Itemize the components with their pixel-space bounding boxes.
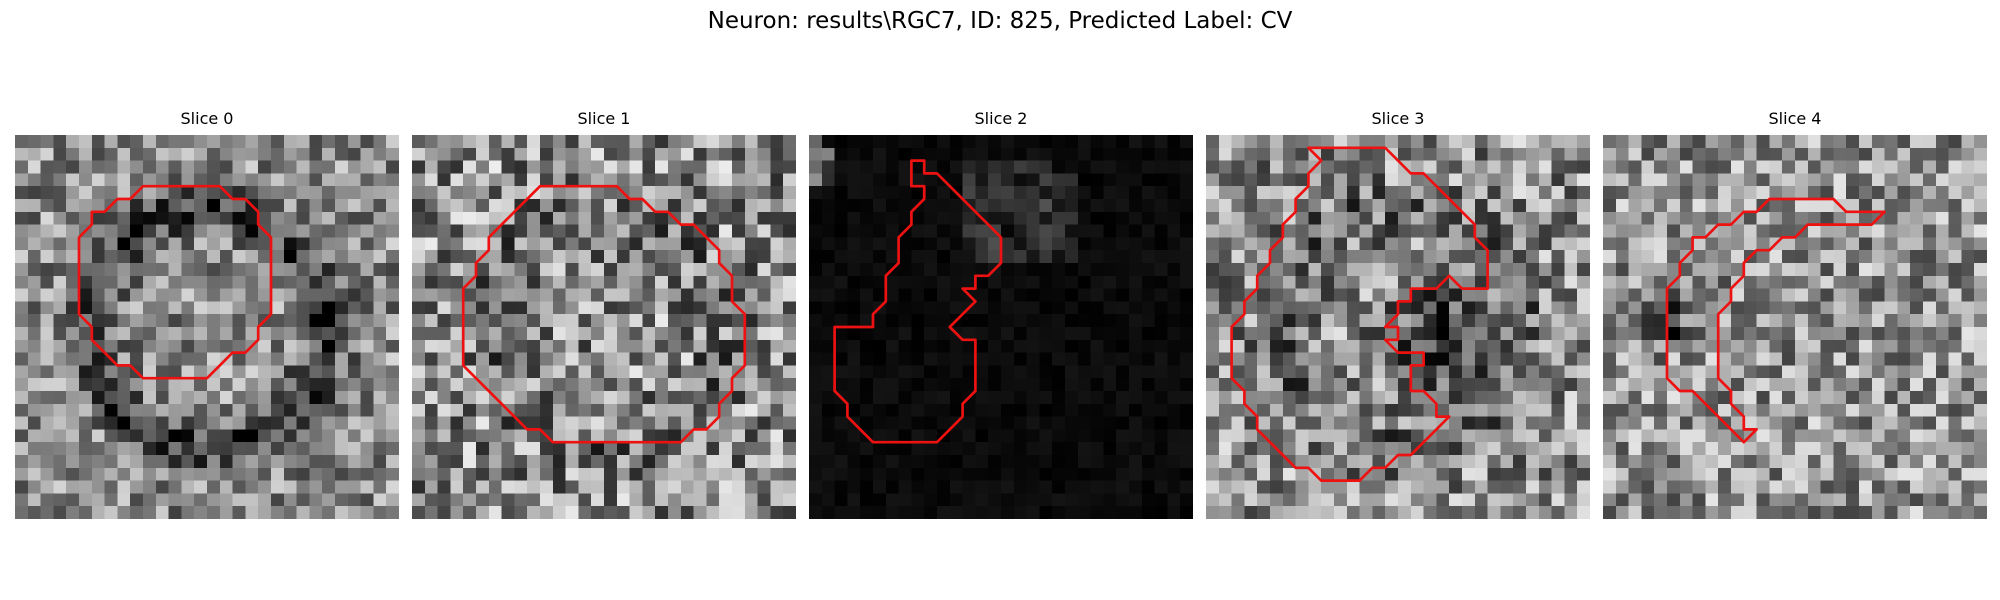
slice-contour-3 <box>1230 146 1489 482</box>
slice-contour-overlay-3 <box>1230 146 1489 482</box>
slice-contour-overlay-4 <box>1665 197 1886 444</box>
slice-image-0 <box>15 135 399 519</box>
slice-contour-1 <box>461 184 747 444</box>
slice-title-2: Slice 2 <box>974 109 1028 128</box>
figure-title: Neuron: results\RGC7, ID: 825, Predicted… <box>707 8 1293 34</box>
slice-image-1 <box>412 135 796 519</box>
slice-contour-0 <box>77 184 273 380</box>
slice-contour-overlay-0 <box>77 184 273 380</box>
slice-title-0: Slice 0 <box>180 109 234 128</box>
slice-contour-4 <box>1665 197 1886 444</box>
slice-title-4: Slice 4 <box>1768 109 1822 128</box>
slice-title-3: Slice 3 <box>1371 109 1425 128</box>
slice-contour-overlay-2 <box>833 159 1003 444</box>
slice-contour-overlay-1 <box>461 184 747 444</box>
slice-contour-2 <box>833 159 1003 444</box>
slice-title-1: Slice 1 <box>577 109 631 128</box>
